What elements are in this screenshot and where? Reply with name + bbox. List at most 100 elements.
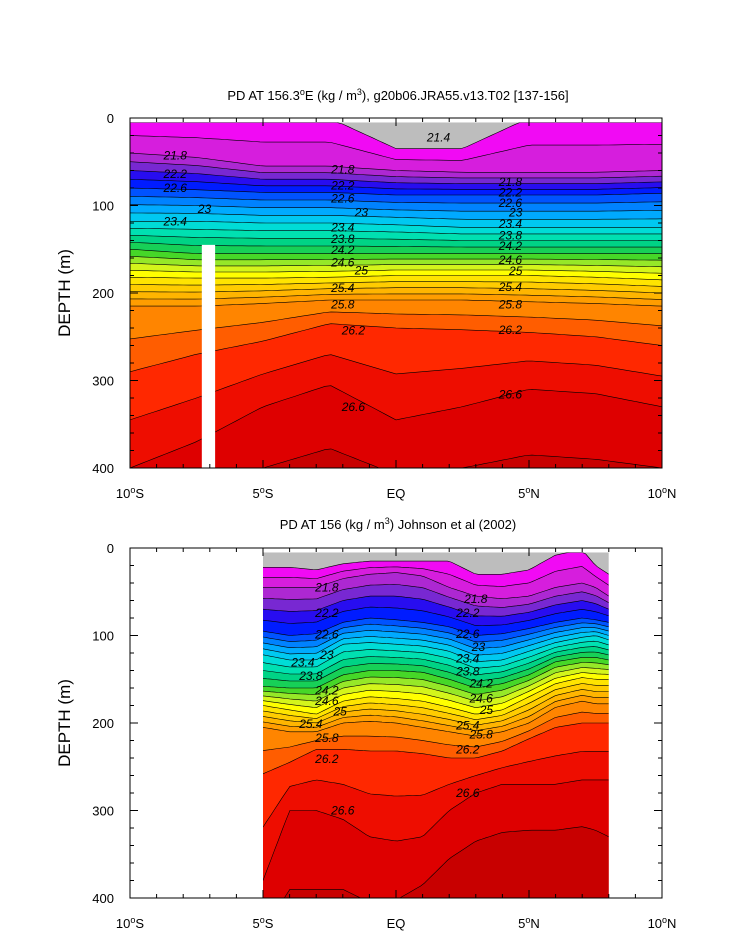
x-tick-label: EQ [387,916,406,931]
contour-label: 22.6 [330,192,355,206]
contour-line [130,228,662,235]
contour-line [262,694,609,731]
contour-label: 22.6 [163,181,188,195]
contour-line [130,204,662,212]
contour-line [130,293,662,300]
contour-label: 25 [354,263,369,277]
contour-label: 24.6 [498,253,523,267]
contour-line [130,170,662,184]
contour-label: 26.6 [455,786,480,800]
contour-label: 25.4 [455,719,480,733]
contour-line [130,269,662,274]
x-tick-label: 5oN [518,915,540,931]
contour-label: 21.8 [498,175,523,189]
contour-label: 26.2 [498,323,523,337]
contour-label: 23.4 [330,220,355,234]
contour-line [262,595,609,617]
contour-label: 21.8 [163,149,188,163]
contour-label: 26.6 [341,400,366,414]
contour-label: 21.8 [463,592,488,606]
contour-label: 26.2 [341,324,366,338]
x-tick-label: EQ [387,486,406,501]
contour-line [262,657,609,689]
y-tick-label: 200 [92,716,114,731]
contour-line [262,683,609,720]
contour-label: 23.4 [290,656,315,670]
y-tick-label: 200 [92,286,114,301]
contour-line [130,275,662,281]
contour-label: 25.8 [330,297,355,311]
contour-line [262,751,609,828]
contour-line [130,242,662,248]
contour-line [262,631,609,656]
contour-line [262,584,609,608]
contour-label: 23 [508,206,523,220]
contour-label: 23.4 [163,214,188,228]
top-panel-title: PD AT 156.3oE (kg / m3), g20b06.JRA55.v1… [227,87,568,103]
contour-line [130,354,662,421]
contour-label: 23.8 [455,664,480,678]
density-band [130,385,662,468]
contour-label: 22.2 [330,178,355,192]
y-tick-label: 400 [92,891,114,906]
missing-data-column [201,244,216,468]
contour-label: 24.6 [468,692,493,706]
contour-label: 22.2 [163,167,188,181]
contour-line [262,722,609,775]
contour-label: 23.8 [298,669,323,683]
contour-label: 21.4 [426,130,451,144]
contour-label: 23 [354,206,369,220]
contour-label: 24.6 [314,694,339,708]
contour-line [130,299,662,307]
y-tick-label: 100 [92,629,114,644]
contour-line [130,263,662,268]
y-tick-label: 0 [107,111,114,126]
x-tick-label: 5oS [253,485,274,501]
contour-line [262,627,609,649]
contour-label: 21.8 [314,580,339,594]
bottom-panel: PD AT 156 (kg / m3) Johnson et al (2002)… [55,516,676,931]
contour-label: 23.4 [455,651,480,665]
contour-label: 22.2 [314,606,339,620]
contour-label: 24.2 [498,239,523,253]
contour-label: 24.2 [330,243,355,257]
contour-label: 23.4 [498,217,523,231]
contour-label: 24.6 [330,255,355,269]
contour-label: 22.6 [498,196,523,210]
contour-line [262,779,609,881]
contour-label: 25 [479,703,494,717]
contour-label: 25.8 [314,731,339,745]
contour-label: 26.6 [498,388,523,402]
contour-line [130,249,662,254]
x-tick-label: 5oN [518,485,540,501]
top-contour-field [130,118,662,468]
density-band [284,826,609,898]
bottom-y-axis-label: DEPTH (m) [55,679,74,767]
contour-line [130,281,662,287]
contour-label: 26.6 [330,804,355,818]
x-tick-label: 10oN [648,485,677,501]
contour-label: 23 [471,640,486,654]
contour-line [130,256,662,261]
contour-line [130,287,662,294]
contour-line [262,617,609,636]
contour-label: 25.4 [498,280,523,294]
contour-line [130,161,662,179]
contour-label: 26.2 [455,742,480,756]
contour-line [130,323,662,373]
contour-label: 22.6 [314,628,339,642]
contour-line [262,689,609,726]
y-tick-label: 300 [92,374,114,389]
contour-line [263,552,609,575]
x-tick-label: 5oS [253,915,274,931]
contour-line [262,651,609,682]
contour-line [130,311,662,340]
contour-line [262,635,609,662]
contour-line [262,662,609,695]
top-panel: PD AT 156.3oE (kg / m3), g20b06.JRA55.v1… [55,87,676,501]
y-tick-label: 300 [92,804,114,819]
contour-label: 25.4 [330,281,355,295]
contour-line [262,700,609,737]
contour-line [130,235,662,241]
